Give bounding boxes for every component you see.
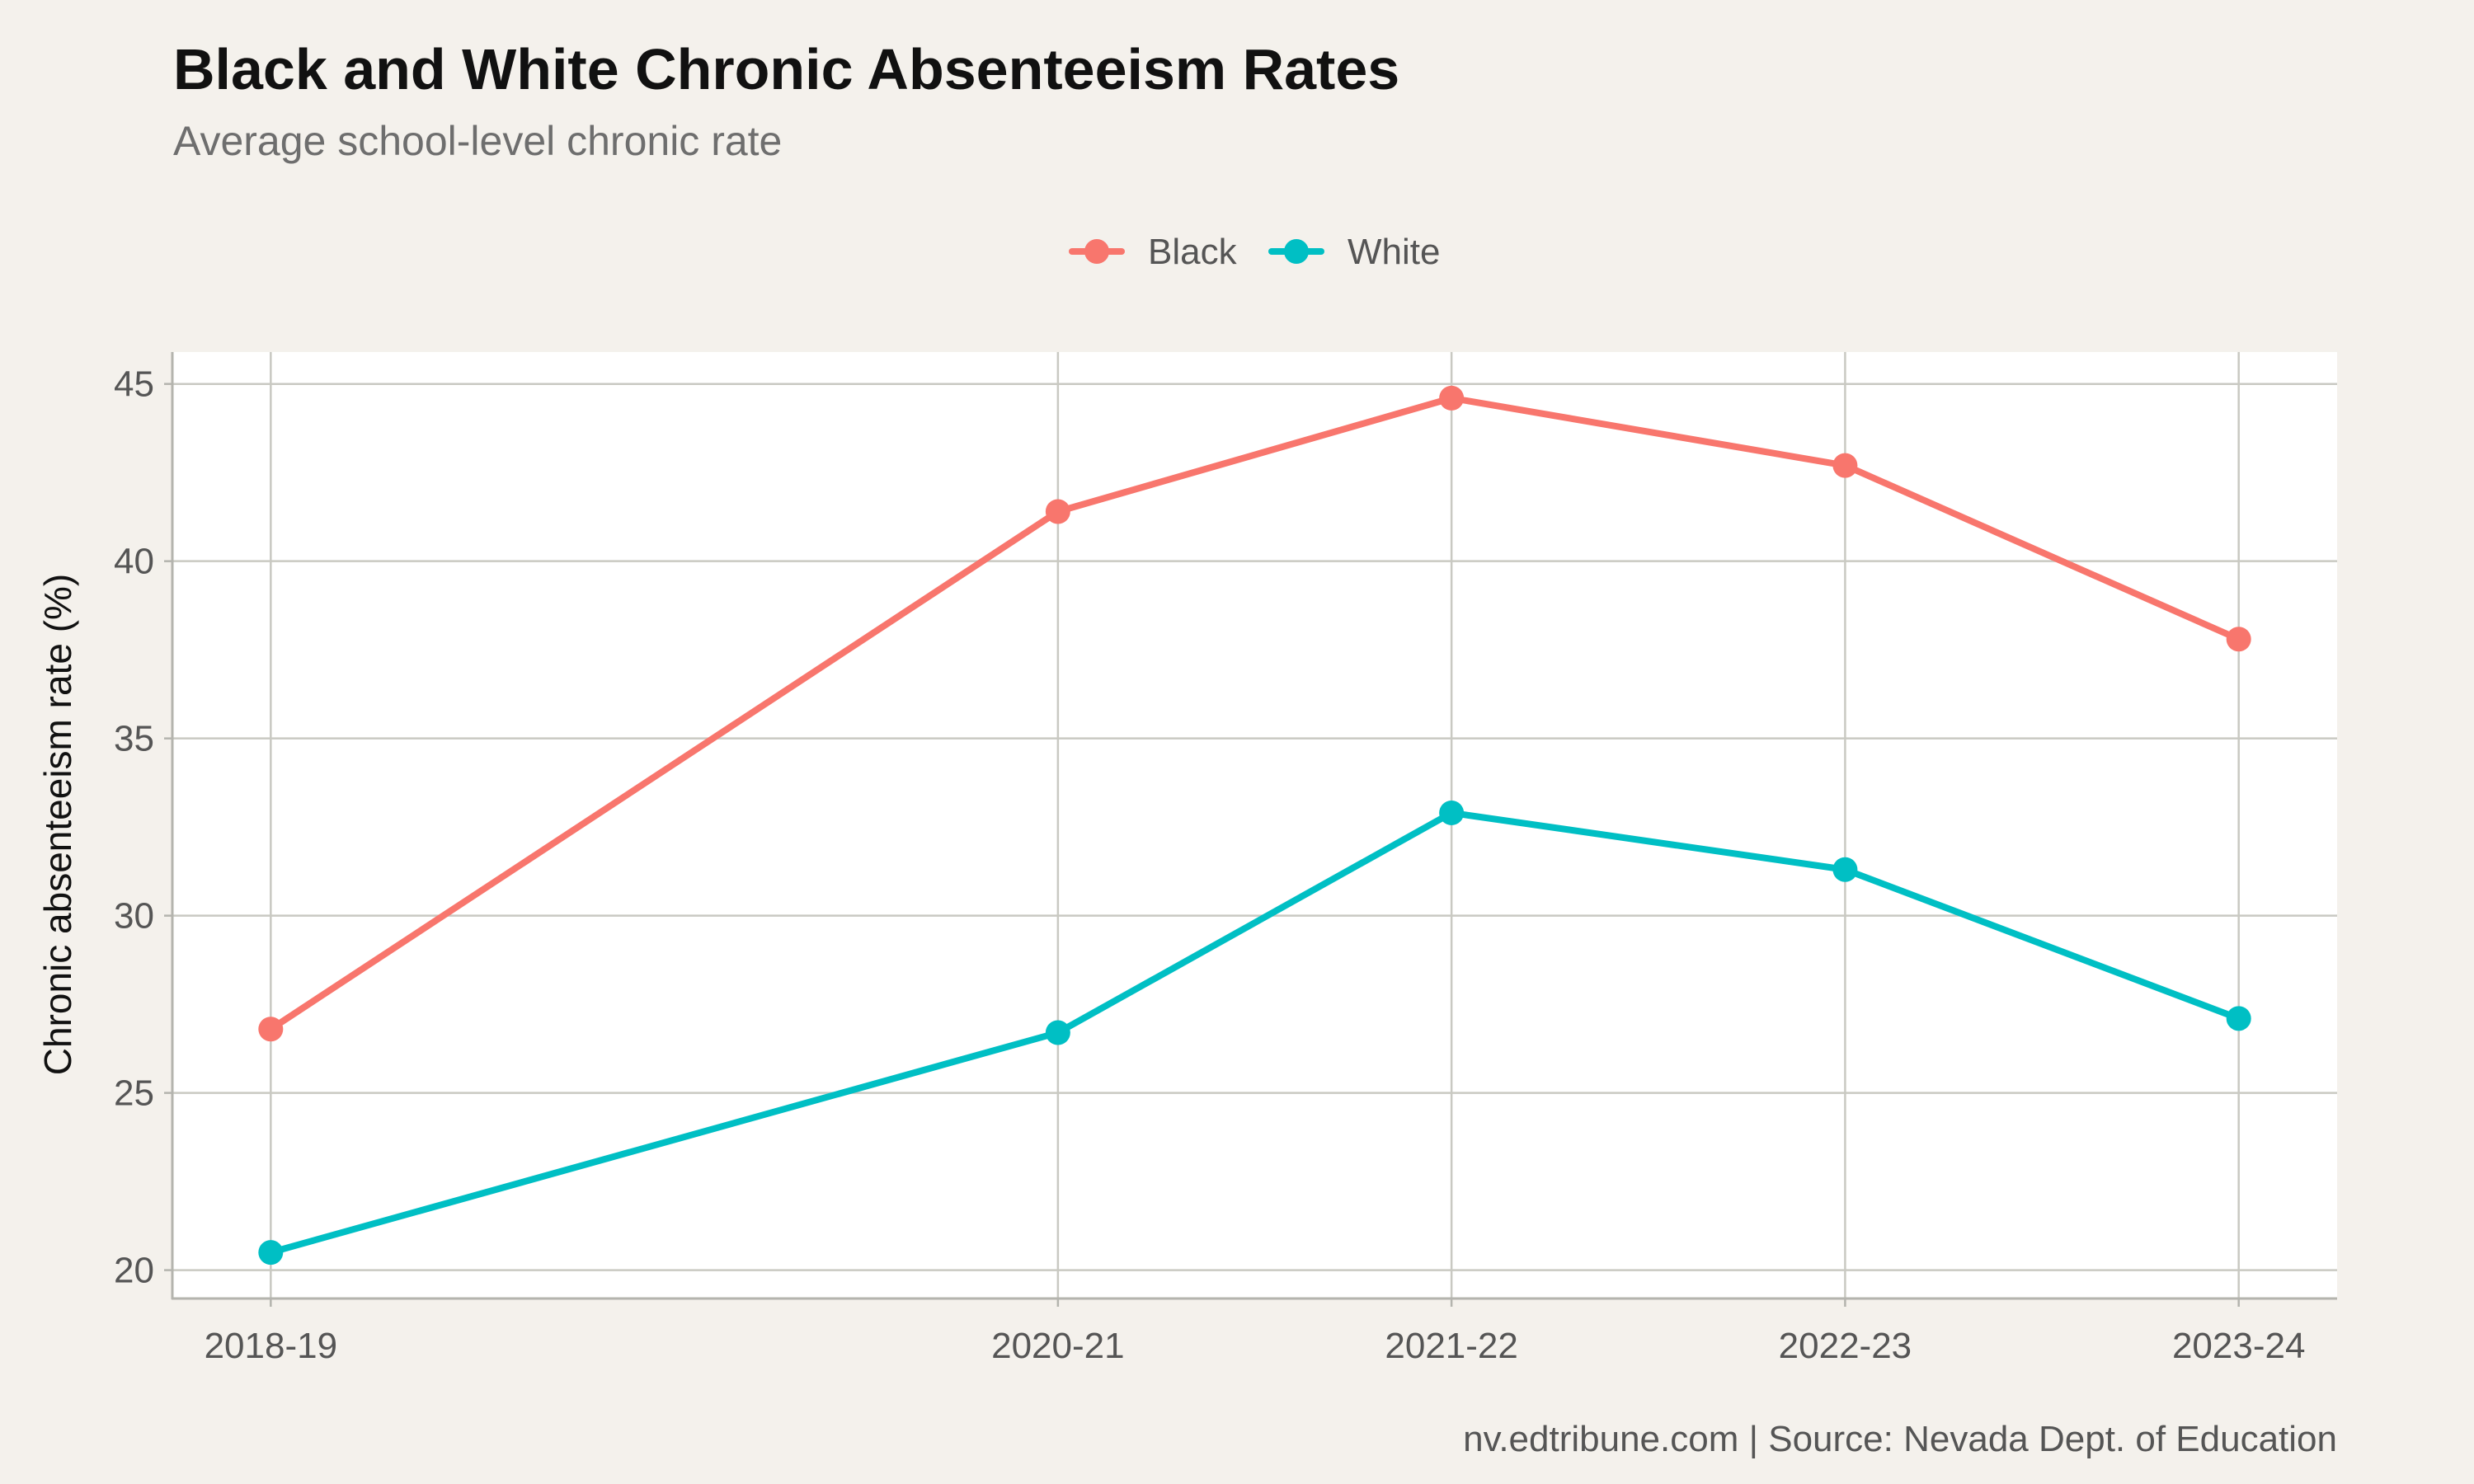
legend-key-point-white <box>1284 239 1309 264</box>
data-point-white <box>1439 800 1465 825</box>
y-tick-label: 30 <box>114 896 154 937</box>
x-tick-label: 2022-23 <box>1779 1326 1912 1366</box>
data-point-white <box>1045 1020 1070 1045</box>
legend: Black White <box>1069 232 1440 272</box>
plot-panel <box>172 352 2337 1298</box>
data-point-white <box>1832 857 1858 882</box>
y-tick-label: 45 <box>114 364 154 405</box>
data-point-black <box>2226 627 2251 652</box>
legend-key-point-black <box>1084 239 1109 264</box>
axes: 20 25 30 35 40 45 2018-19 2020-21 2021-22 2022-23… <box>114 352 2337 1366</box>
data-point-white <box>2226 1006 2251 1031</box>
data-point-black <box>258 1017 284 1042</box>
legend-label-black: Black <box>1148 232 1238 272</box>
data-point-black <box>1439 385 1465 411</box>
x-tick-label: 2018-19 <box>205 1326 337 1366</box>
y-tick-label: 20 <box>114 1251 154 1291</box>
legend-label-white: White <box>1348 232 1440 272</box>
data-point-white <box>258 1240 284 1266</box>
y-tick-label: 25 <box>114 1073 154 1114</box>
data-point-black <box>1045 499 1070 524</box>
grid <box>172 352 2337 1298</box>
x-tick-label: 2020-21 <box>991 1326 1124 1366</box>
x-tick-label: 2021-22 <box>1385 1326 1517 1366</box>
series-layer <box>258 385 2251 1266</box>
y-axis-title: Chronic absenteeism rate (%) <box>36 574 79 1075</box>
data-point-black <box>1832 453 1858 478</box>
y-tick-label: 35 <box>114 719 154 759</box>
x-tick-label: 2023-24 <box>2172 1326 2305 1366</box>
chart-subtitle: Average school-level chronic rate <box>173 118 783 164</box>
y-tick-label: 40 <box>114 542 154 582</box>
chart-title: Black and White Chronic Absenteeism Rate… <box>173 37 1400 101</box>
caption: nv.edtribune.com | Source: Nevada Dept. … <box>1463 1419 2337 1459</box>
